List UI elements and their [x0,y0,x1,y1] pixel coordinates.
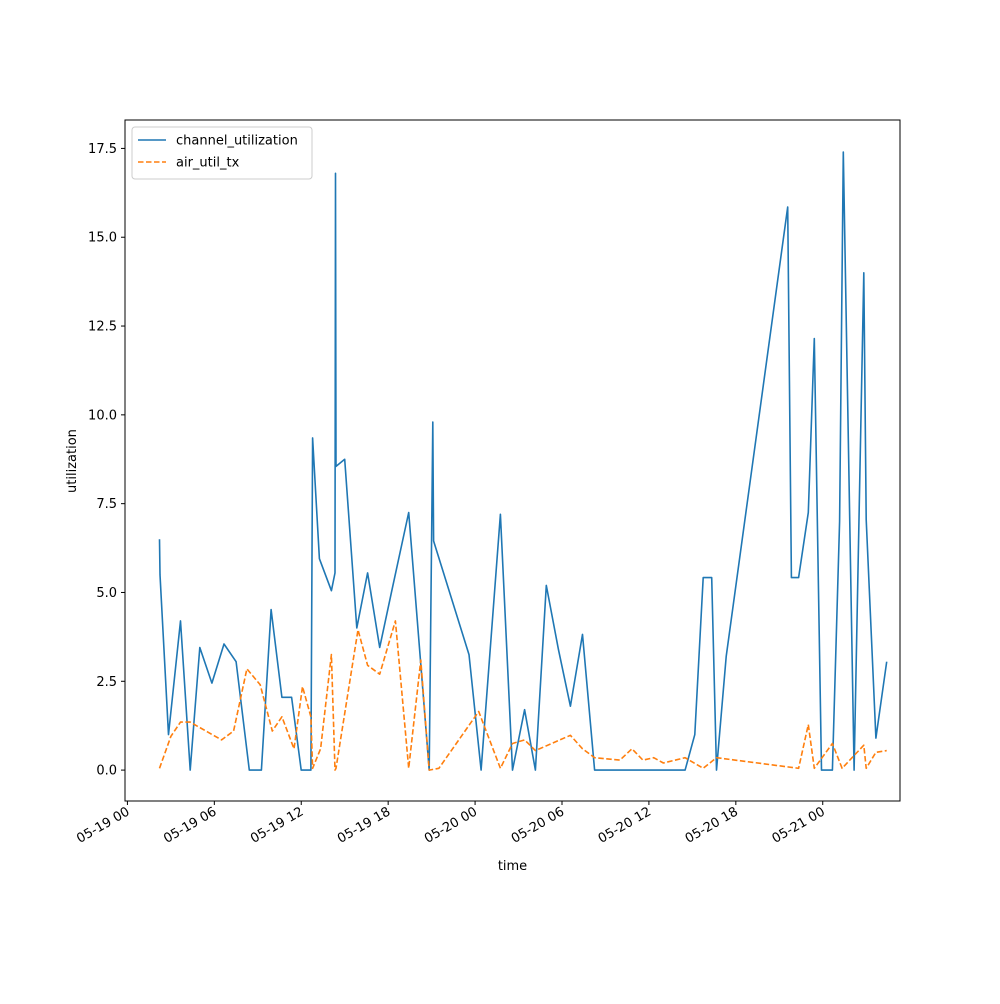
y-tick-label: 7.5 [96,497,117,512]
legend-label-channel_utilization: channel_utilization [176,134,298,149]
x-tick-label: 05-19 06 [161,804,219,846]
y-tick-label: 10.0 [88,408,117,423]
axes-frame [124,119,901,802]
legend-box [131,126,313,180]
y-axis-label: utilization [65,429,80,493]
series-line-channel_utilization [158,151,888,771]
legend-label-air_util_tx: air_util_tx [176,156,240,171]
y-tick-label: 0.0 [96,764,117,779]
x-tick-label: 05-20 12 [596,804,654,846]
y-tick-label: 2.5 [96,675,117,690]
x-axis-label: time [498,859,527,874]
x-tick-label: 05-19 12 [248,804,306,846]
y-tick-label: 12.5 [88,320,117,335]
x-tick-label: 05-20 00 [422,804,480,846]
y-tick-label: 15.0 [88,231,117,246]
series-line-air_util_tx [158,620,887,771]
x-tick-label: 05-20 18 [683,804,741,846]
x-tick-label: 05-19 00 [74,804,132,846]
x-tick-label: 05-20 06 [509,804,567,846]
y-tick-label: 5.0 [96,586,117,601]
axes: 0.0 2.5 5.0 7.5 10.0 12.5 15.0 17.5 05-19 00 05-1… [74,119,901,847]
plot-area [158,151,888,771]
y-tick-label: 17.5 [88,142,117,157]
x-tick-label: 05-19 18 [335,804,393,846]
x-tick-label: 05-21 00 [770,804,828,846]
legend: channel_utilization air_util_tx [131,126,313,180]
